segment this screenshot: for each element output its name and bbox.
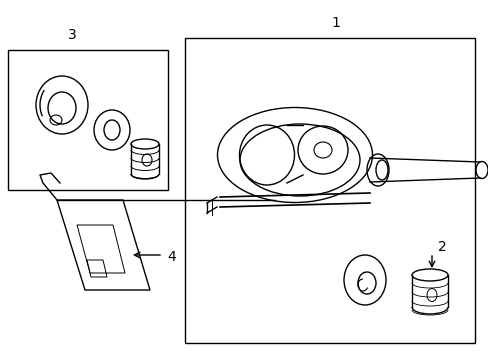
Bar bbox=[184, 38, 474, 343]
Text: 2: 2 bbox=[437, 240, 446, 254]
Text: 1: 1 bbox=[331, 16, 340, 30]
Text: 4: 4 bbox=[167, 250, 175, 264]
Text: 3: 3 bbox=[67, 28, 76, 42]
Bar bbox=[8, 50, 168, 190]
